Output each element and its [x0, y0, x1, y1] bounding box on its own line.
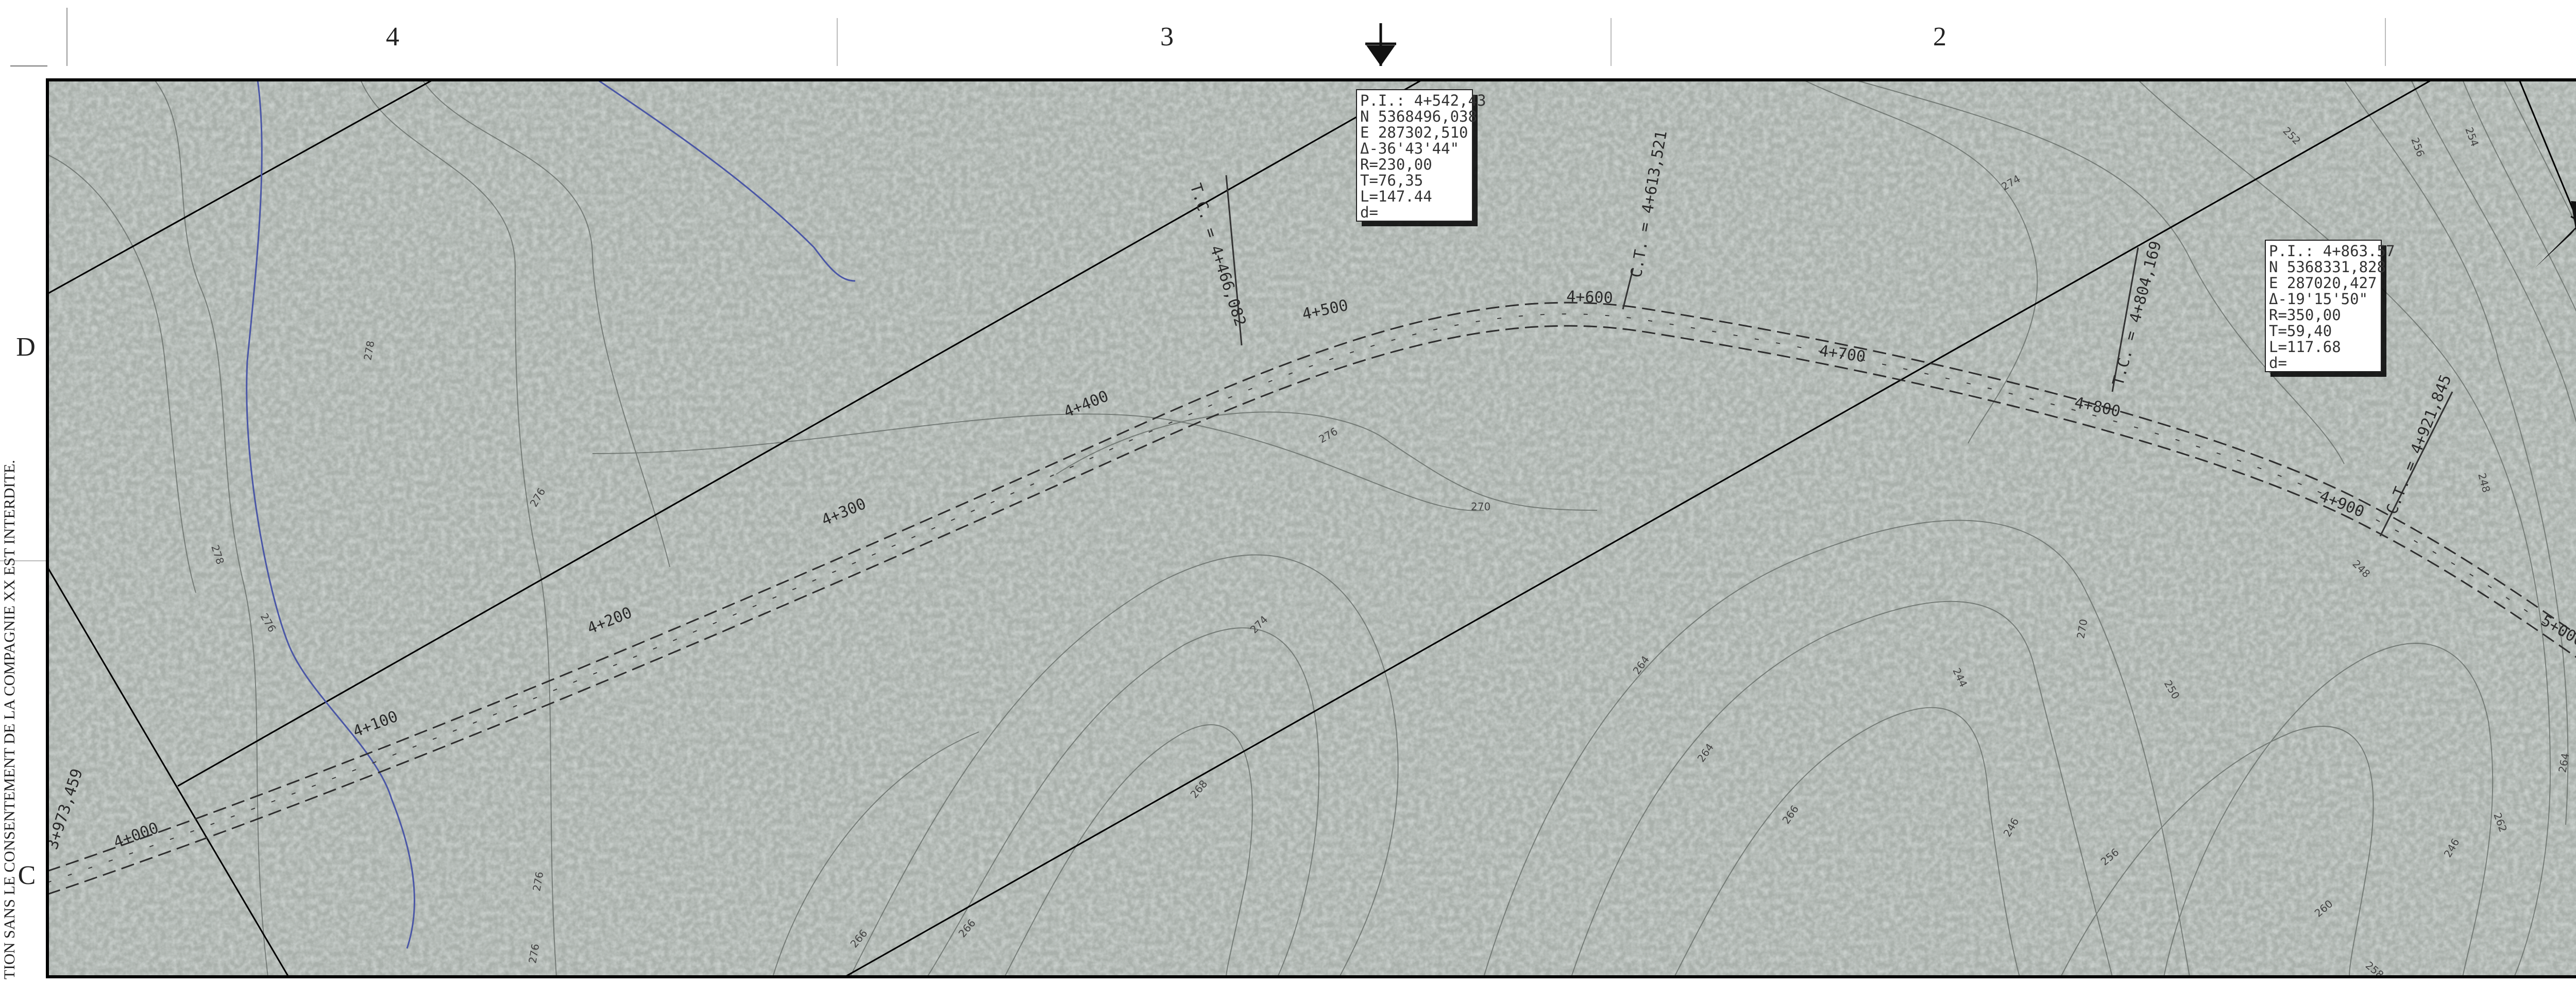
curve-data-box: P.I.: 4+863.57 N 5368331,828 E 287020,42… — [2265, 240, 2395, 377]
map-frame — [46, 78, 2576, 978]
delta-angle: Δ-19'15'50" — [2269, 290, 2368, 308]
grid-row-d: D — [16, 332, 36, 362]
degree: d= — [2269, 354, 2287, 372]
grid-side: D C TION SANS LE CONSENTEMENT DE LA COMP… — [0, 332, 47, 979]
easting: E 287302,510 — [1360, 124, 1468, 141]
delta-angle: Δ-36'43'44" — [1360, 140, 1459, 157]
road-centerline — [47, 313, 2576, 883]
chainage-label: 4+600 — [1566, 288, 1613, 307]
grid-row-c: C — [18, 861, 36, 890]
contour-lines — [47, 80, 2576, 977]
pi-station: P.I.: 4+863.57 — [2269, 242, 2395, 260]
grid-header: 4 3 2 — [10, 8, 2386, 66]
grid-column-4: 4 — [386, 22, 399, 52]
northing: N 5368496,038 — [1360, 108, 1477, 125]
length: L=117.68 — [2269, 338, 2341, 356]
road-alignment — [47, 302, 2576, 895]
elevation-label: 270 — [1471, 501, 1490, 513]
north-arrow-icon — [2535, 201, 2576, 268]
grid-column-2: 2 — [1933, 22, 1946, 52]
radius: R=230,00 — [1360, 156, 1432, 173]
boundary-lines — [47, 80, 2576, 977]
copyright-note: TION SANS LE CONSENTEMENT DE LA COMPAGNI… — [1, 460, 18, 979]
curve-data-box: P.I.: 4+542,43 N 5368496,038 E 287302,51… — [1356, 89, 1486, 226]
degree: d= — [1360, 204, 1378, 221]
aerial-texture — [47, 80, 2576, 977]
grid-column-3: 3 — [1160, 22, 1174, 52]
radius: R=350,00 — [2269, 306, 2341, 324]
curve-point-ticks — [1225, 175, 2453, 537]
down-arrow-icon — [1365, 23, 1396, 66]
stream-line — [597, 80, 856, 282]
length: L=147.44 — [1360, 188, 1432, 205]
stream-line — [246, 80, 415, 949]
tangent: T=59,40 — [2269, 322, 2332, 340]
northing: N 5368331,828 — [2269, 258, 2386, 276]
map-area: 4+000 4+100 4+200 4+300 4+400 4+500 4+60… — [47, 80, 2576, 977]
tangent: T=76,35 — [1360, 172, 1423, 189]
easting: E 287020,427 — [2269, 274, 2377, 292]
pi-station: P.I.: 4+542,43 — [1360, 92, 1486, 109]
